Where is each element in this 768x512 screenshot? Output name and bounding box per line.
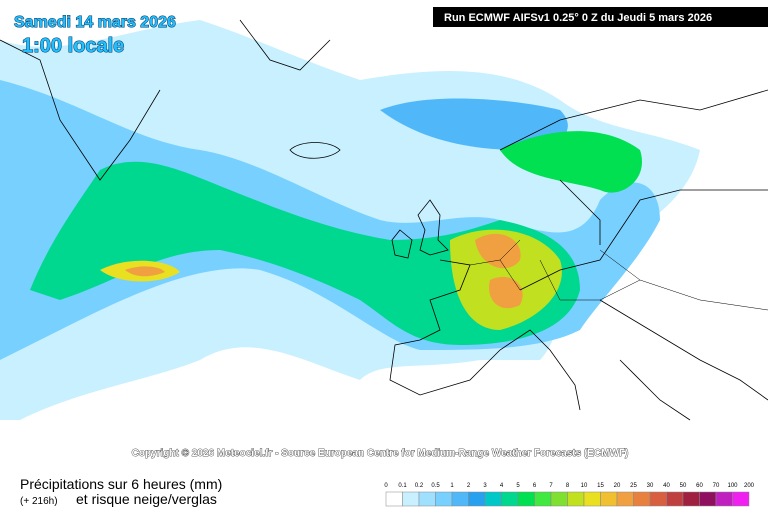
legend-swatch	[385, 491, 403, 507]
legend-label: 4	[500, 483, 504, 489]
legend-swatch	[468, 491, 486, 507]
legend-label: 60	[696, 483, 703, 489]
copyright: Copyright © 2026 Meteociel.fr - Source E…	[132, 448, 629, 459]
legend-label: 6	[533, 483, 537, 489]
legend-label: 0	[384, 483, 388, 489]
legend-swatch	[666, 491, 684, 507]
legend-label: 7	[549, 483, 553, 489]
legend-label: 40	[663, 483, 670, 489]
legend-swatch	[616, 491, 634, 507]
legend-lead: (+ 216h)	[20, 496, 58, 507]
legend-label: 10	[581, 483, 588, 489]
legend-label: 0.1	[398, 483, 407, 489]
legend-label: 0.2	[415, 483, 424, 489]
legend-swatch	[451, 491, 469, 507]
legend-label: 100	[727, 483, 738, 489]
legend-label: 0.5	[431, 483, 440, 489]
legend-swatch	[402, 491, 420, 507]
legend-swatch	[633, 491, 651, 507]
legend-swatch	[484, 491, 502, 507]
coastlines	[0, 19, 768, 421]
precipitation	[0, 20, 700, 420]
legend-swatch	[732, 491, 750, 507]
legend-label: 15	[597, 483, 604, 489]
legend-label: 30	[647, 483, 654, 489]
run-box	[433, 7, 768, 27]
precip-area	[30, 161, 580, 345]
legend-label: 2	[467, 483, 471, 489]
legend-swatch	[682, 491, 700, 507]
precip-area	[125, 266, 165, 277]
legend-swatch	[418, 491, 436, 507]
legend-swatch	[699, 491, 717, 507]
legend-swatch	[501, 491, 519, 507]
legend-swatch	[600, 491, 618, 507]
time-label: 1:00 locale	[22, 35, 124, 57]
legend-swatch	[715, 491, 733, 507]
legend-swatch	[583, 491, 601, 507]
legend-label: 8	[566, 483, 570, 489]
legend-scale: 0 0.1 0.2 0.5 1 2 3 4 5 6 7 8 10 15 20 25 30 40 50 60 70 100 2…	[384, 483, 755, 507]
legend-swatch	[517, 491, 535, 507]
legend-title: Précipitations sur 6 heures (mm)	[20, 476, 222, 492]
legend-subtitle: et risque neige/verglas	[76, 491, 217, 507]
legend-label: 3	[483, 483, 487, 489]
legend-swatch	[435, 491, 453, 507]
date-label: Samedi 14 mars 2026	[14, 14, 176, 31]
legend-label: 70	[713, 483, 720, 489]
run-label: Run ECMWF AIFSv1 0.25° 0 Z du Jeudi 5 ma…	[444, 12, 712, 24]
precip-area	[380, 98, 568, 150]
legend-label: 50	[680, 483, 687, 489]
precip-area	[500, 131, 642, 193]
legend-label: 200	[744, 483, 755, 489]
precip-area	[475, 233, 523, 309]
legend-swatch	[567, 491, 585, 507]
legend-label: 5	[516, 483, 520, 489]
legend-label: 1	[450, 483, 454, 489]
borders	[469, 239, 768, 311]
legend-swatch	[534, 491, 552, 507]
legend-label: 25	[630, 483, 637, 489]
legend-label: 20	[614, 483, 621, 489]
legend-swatch	[649, 491, 667, 507]
legend-swatch	[550, 491, 568, 507]
